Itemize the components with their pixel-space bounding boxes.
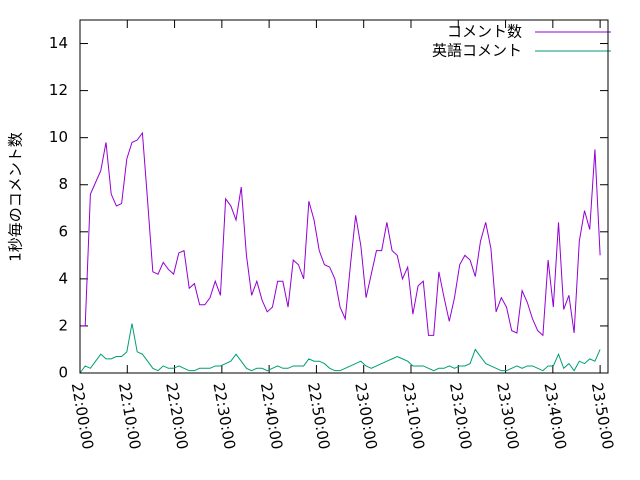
y-tick-label: 2	[58, 316, 68, 334]
y-tick-label: 12	[49, 81, 68, 99]
y-tick-label: 0	[58, 364, 68, 382]
y-tick-label: 6	[58, 222, 68, 240]
y-tick-label: 8	[58, 175, 68, 193]
series-line	[80, 131, 601, 337]
y-tick-label: 14	[49, 34, 68, 52]
series-line	[79, 323, 601, 374]
y-tick-label: 4	[58, 269, 68, 287]
y-axis-label: 1秒毎のコメント数	[7, 132, 25, 262]
legend-label: コメント数	[447, 23, 522, 41]
plot-border	[79, 19, 609, 374]
legend-label: 英語コメント	[432, 42, 522, 60]
y-tick-label: 10	[49, 128, 68, 146]
